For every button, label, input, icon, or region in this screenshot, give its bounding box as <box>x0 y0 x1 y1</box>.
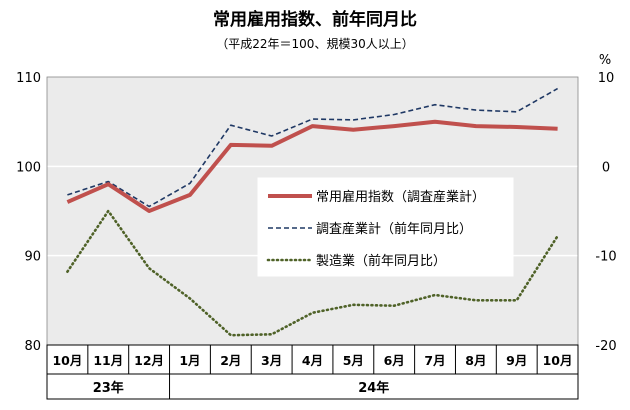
category-label: 7月 <box>424 353 445 368</box>
y-left-tick-label: 110 <box>16 71 41 86</box>
y-left-ticks: 80 90 100 110 <box>16 71 41 354</box>
category-label: 3月 <box>261 353 282 368</box>
y-right-tick-label: -10 <box>595 250 616 265</box>
category-label: 10月 <box>543 353 573 368</box>
y-right-ticks: -20 -10 0 10 <box>595 71 616 354</box>
category-label: 6月 <box>384 353 405 368</box>
category-label: 1月 <box>179 353 200 368</box>
y-right-unit: % <box>599 53 611 68</box>
series-layer <box>66 87 559 337</box>
category-label: 9月 <box>506 353 527 368</box>
y-left-tick-label: 100 <box>16 160 41 175</box>
legend: 常用雇用指数（調査産業計） 調査産業計（前年同月比） 製造業（前年同月比） <box>257 177 514 277</box>
category-label: 4月 <box>302 353 323 368</box>
legend-label-index: 常用雇用指数（調査産業計） <box>316 189 485 205</box>
legend-label-manufacturing: 製造業（前年同月比） <box>316 253 446 269</box>
category-axis: 10月 11月 12月 1月 2月 3月 4月 5月 6月 7月 8月 9月 10月 23年 24年 <box>46 344 579 400</box>
category-label: 8月 <box>465 353 486 368</box>
chart-subtitle: （平成22年＝100、規模30人以上） <box>216 36 413 51</box>
category-label: 5月 <box>343 353 364 368</box>
y-right-tick-label: 10 <box>598 71 615 86</box>
category-label: 2月 <box>220 353 241 368</box>
category-label: 10月 <box>52 353 82 368</box>
chart-title: 常用雇用指数、前年同月比 <box>213 9 417 30</box>
y-left-tick-label: 90 <box>24 250 41 265</box>
category-label: 11月 <box>93 353 123 368</box>
category-label: 12月 <box>134 353 164 368</box>
series-line-index <box>66 119 558 213</box>
year-label: 24年 <box>358 380 389 396</box>
y-right-tick-label: 0 <box>602 160 610 175</box>
series-line-survey_yoy <box>67 87 558 208</box>
series-line-manufacturing_yoy <box>66 209 559 337</box>
year-label: 23年 <box>93 380 124 396</box>
y-right-tick-label: -20 <box>595 339 616 354</box>
legend-label-survey: 調査産業計（前年同月比） <box>316 221 472 237</box>
y-left-tick-label: 80 <box>24 339 41 354</box>
